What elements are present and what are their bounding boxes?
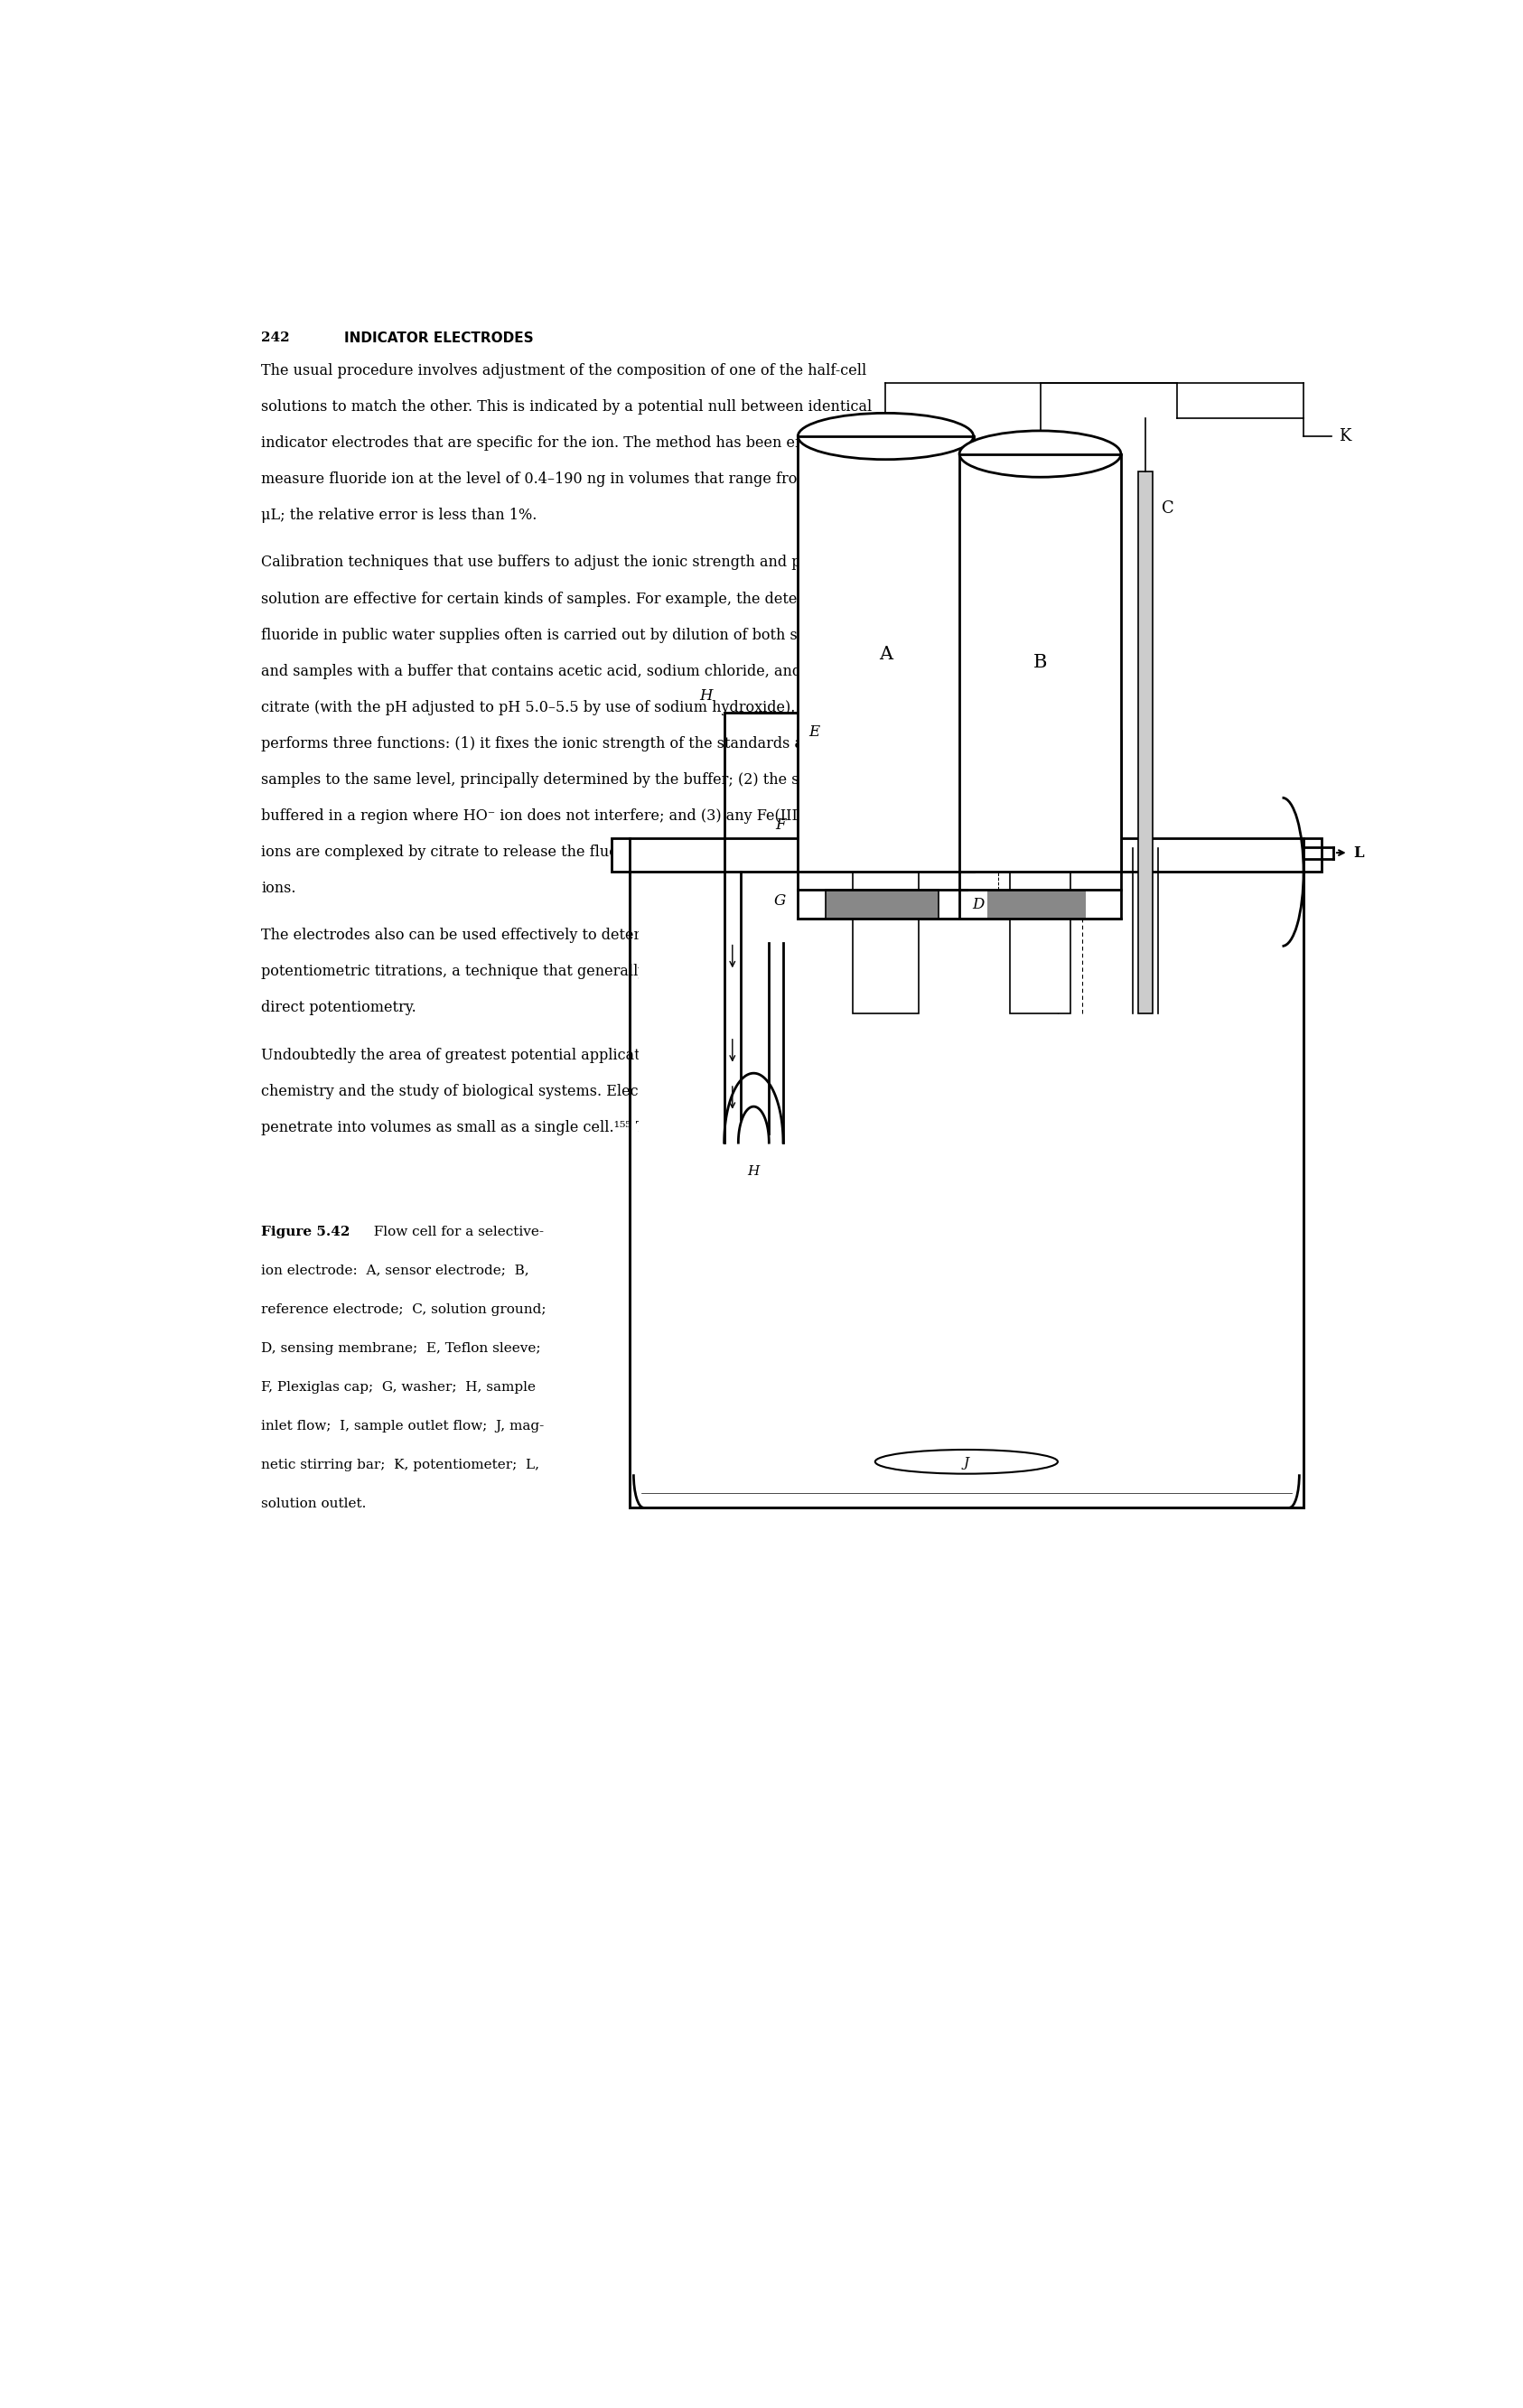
Text: ions are complexed by citrate to release the fluoride ion that is bound by these: ions are complexed by citrate to release…	[262, 845, 842, 860]
Bar	[825, 730, 938, 790]
Bar	[1010, 872, 1071, 1014]
Text: K: K	[1339, 429, 1351, 445]
Text: solution outlet.: solution outlet.	[262, 1498, 367, 1510]
Text: potentiometric titrations, a technique that generally provides better accuracy t: potentiometric titrations, a technique t…	[262, 963, 873, 980]
Text: INDICATOR ELECTRODES: INDICATOR ELECTRODES	[344, 332, 533, 344]
Text: L: L	[1352, 845, 1363, 860]
Text: B: B	[1033, 655, 1048, 672]
Text: direct potentiometry.: direct potentiometry.	[262, 999, 416, 1016]
Text: fluoride in public water supplies often is carried out by dilution of both stand: fluoride in public water supplies often …	[262, 628, 864, 643]
Bar	[987, 730, 1086, 790]
Bar	[959, 455, 1121, 872]
Text: Undoubtedly the area of greatest potential application is in the field of clin-i: Undoubtedly the area of greatest potenti…	[262, 1047, 845, 1062]
Text: The usual procedure involves adjustment of the composition of one of the half-ce: The usual procedure involves adjustment …	[262, 364, 867, 378]
Bar	[1138, 472, 1153, 1014]
Text: C: C	[1162, 501, 1174, 518]
Text: chemistry and the study of biological systems. Electrodes can be fabricated that: chemistry and the study of biological sy…	[262, 1084, 883, 1098]
Bar	[798, 436, 973, 872]
Text: inlet flow;  I, sample outlet flow;  J, mag-: inlet flow; I, sample outlet flow; J, ma…	[262, 1421, 544, 1433]
Text: μL; the relative error is less than 1%.: μL; the relative error is less than 1%.	[262, 508, 538, 523]
Text: F: F	[775, 816, 786, 833]
Text: Calibration techniques that use buffers to adjust the ionic strength and pH of t: Calibration techniques that use buffers …	[262, 554, 860, 571]
Text: solution are effective for certain kinds of samples. For example, the detection : solution are effective for certain kinds…	[262, 592, 853, 607]
Text: performs three functions: (1) it fixes the ionic strength of the standards and: performs three functions: (1) it fixes t…	[262, 737, 822, 751]
Bar	[638, 872, 1295, 1493]
Text: H: H	[699, 689, 713, 703]
Text: solutions to match the other. This is indicated by a potential null between iden: solutions to match the other. This is in…	[262, 400, 873, 414]
Text: E: E	[809, 725, 819, 739]
Text: H: H	[748, 1165, 760, 1178]
Text: penetrate into volumes as small as a single cell.¹⁵⁵ The potential of: penetrate into volumes as small as a sin…	[262, 1120, 752, 1134]
Bar	[638, 1047, 1295, 1493]
Text: F, Plexiglas cap;  G, washer;  H, sample: F, Plexiglas cap; G, washer; H, sample	[262, 1382, 536, 1394]
Bar	[959, 730, 1121, 920]
Bar	[612, 838, 1322, 872]
Text: measure fluoride ion at the level of 0.4–190 ng in volumes that range from 5 to : measure fluoride ion at the level of 0.4…	[262, 472, 876, 486]
Text: buffered in a region where HO⁻ ion does not interfere; and (3) any Fe(III) or Al: buffered in a region where HO⁻ ion does …	[262, 809, 873, 824]
Bar	[798, 730, 967, 920]
Text: reference electrode;  C, solution ground;: reference electrode; C, solution ground;	[262, 1303, 547, 1315]
Text: Flow cell for a selective-: Flow cell for a selective-	[366, 1226, 544, 1238]
Text: ion electrode:  A, sensor electrode;  B,: ion electrode: A, sensor electrode; B,	[262, 1264, 528, 1276]
Text: D, sensing membrane;  E, Teflon sleeve;: D, sensing membrane; E, Teflon sleeve;	[262, 1341, 541, 1356]
Ellipse shape	[876, 1450, 1058, 1474]
Text: ions.: ions.	[262, 881, 295, 896]
Bar	[825, 889, 938, 920]
Text: and samples with a buffer that contains acetic acid, sodium chloride, and sodium: and samples with a buffer that contains …	[262, 665, 859, 679]
Text: citrate (with the pH adjusted to pH 5.0–5.5 by use of sodium hydroxide). This bu: citrate (with the pH adjusted to pH 5.0–…	[262, 701, 880, 715]
Text: netic stirring bar;  K, potentiometer;  L,: netic stirring bar; K, potentiometer; L,	[262, 1459, 539, 1471]
Text: J: J	[964, 1457, 969, 1469]
Text: indicator electrodes that are specific for the ion. The method has been employed: indicator electrodes that are specific f…	[262, 436, 877, 450]
Text: G: G	[774, 893, 786, 910]
Bar	[853, 872, 918, 1014]
Text: 242: 242	[262, 332, 289, 344]
Ellipse shape	[798, 414, 973, 460]
Text: D: D	[972, 896, 984, 913]
Text: Figure 5.42: Figure 5.42	[262, 1226, 350, 1238]
Bar	[987, 889, 1086, 920]
Ellipse shape	[959, 431, 1121, 477]
Text: samples to the same level, principally determined by the buffer; (2) the solutio: samples to the same level, principally d…	[262, 773, 867, 787]
Text: The electrodes also can be used effectively to determine the endpoints in: The electrodes also can be used effectiv…	[262, 927, 801, 944]
Text: A: A	[879, 645, 892, 662]
